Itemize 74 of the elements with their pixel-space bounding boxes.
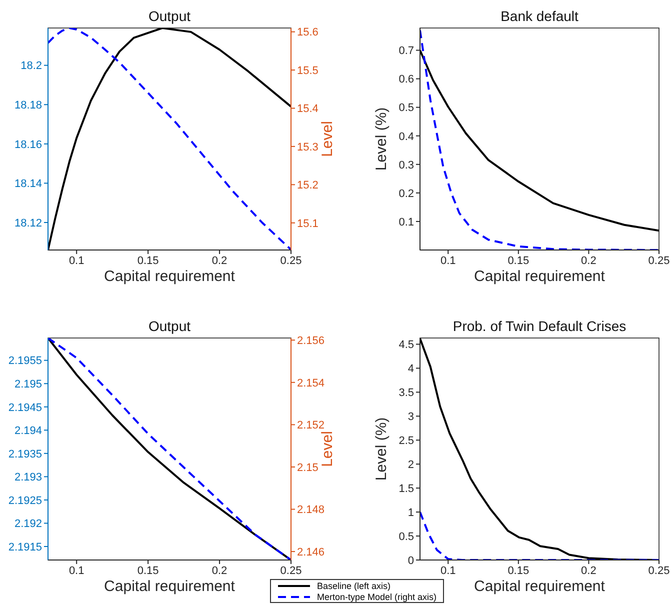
y-tick-label: 3	[408, 411, 414, 424]
y2-tick-label: 2.156	[297, 335, 325, 348]
y2-tick-label: 15.6	[297, 26, 318, 39]
y-tick-label: 2.1915	[8, 541, 42, 554]
y-tick-label: 0.6	[398, 74, 414, 86]
y-tick-label: 4	[408, 363, 414, 376]
y-tick-label: 2.1925	[8, 494, 42, 507]
y-tick-label: 18.16	[14, 138, 42, 151]
y-tick-label: 1.5	[398, 482, 414, 495]
legend-label: Merton-type Model (right axis)	[317, 592, 437, 602]
x-tick-label: 0.2	[581, 254, 596, 267]
x-tick-label: 0.2	[212, 254, 228, 267]
y-tick-label: 2	[408, 459, 414, 472]
y-axis-title: Level (%)	[373, 107, 391, 171]
y-tick-label: 18.14	[14, 178, 42, 190]
chart-title: Prob. of Twin Default Crises	[452, 318, 628, 334]
y-tick-label: 2.193	[14, 472, 42, 484]
y-tick-label: 18.18	[14, 100, 42, 112]
y2-tick-label: 15.4	[297, 103, 318, 116]
x-tick-label: 0.2	[212, 564, 228, 577]
y-tick-label: 2.195	[14, 378, 42, 391]
chart-title: Output	[147, 8, 192, 24]
y2-tick-label: 15.5	[297, 64, 318, 77]
y-tick-label: 2.5	[398, 435, 414, 448]
y-tick-label: 0	[408, 554, 414, 567]
x-tick-label: 0.2	[581, 564, 596, 577]
y2-tick-label: 15.1	[297, 218, 318, 230]
y-tick-label: 18.12	[14, 217, 42, 230]
chart-title: Output	[147, 318, 192, 334]
y2-tick-label: 2.154	[297, 377, 325, 390]
y-tick-label: 2.194	[14, 425, 42, 438]
x-tick-label: 0.15	[137, 564, 159, 577]
y-axis-title: Level (%)	[373, 417, 391, 481]
y-tick-label: 0.7	[398, 45, 414, 58]
x-tick-label: 0.25	[648, 254, 670, 267]
x-tick-label: 0.15	[137, 254, 159, 267]
x-tick-label: 0.25	[648, 564, 670, 577]
y2-axis-title: Level	[319, 121, 337, 157]
y2-tick-label: 15.3	[297, 141, 318, 154]
x-tick-label: 0.1	[68, 254, 84, 267]
x-axis-title: Capital requirement	[474, 578, 605, 595]
x-axis-title: Capital requirement	[103, 578, 236, 596]
line-series	[420, 49, 659, 232]
y2-tick-label: 2.148	[297, 504, 325, 516]
y2-axis-title: Level	[319, 431, 337, 467]
y-tick-label: 0.5	[398, 102, 414, 114]
y-tick-label: 0.4	[398, 130, 414, 143]
y-tick-label: 2.1955	[8, 355, 42, 368]
y-tick-label: 0.1	[398, 216, 414, 228]
x-tick-label: 0.25	[280, 254, 302, 267]
y-tick-label: 1	[408, 506, 414, 519]
x-tick-label: 0.15	[508, 564, 530, 577]
chart-title: Bank default	[500, 8, 580, 24]
x-tick-label: 0.15	[508, 254, 530, 267]
y-tick-label: 2.1935	[8, 448, 42, 460]
x-tick-label: 0.1	[68, 564, 84, 577]
y-tick-label: 0.5	[398, 530, 414, 543]
x-axis-title: Capital requirement	[473, 268, 606, 286]
y2-tick-label: 2.15	[297, 462, 318, 474]
x-tick-label: 0.1	[440, 254, 456, 267]
y-tick-label: 2.192	[14, 518, 42, 530]
x-tick-label: 0.25	[280, 564, 302, 577]
y-tick-label: 18.2	[20, 60, 42, 72]
y2-tick-label: 2.152	[297, 420, 325, 432]
y-tick-label: 0.2	[398, 188, 414, 200]
y2-tick-label: 2.146	[297, 546, 325, 558]
y-tick-label: 3.5	[398, 387, 414, 400]
legend-label: Baseline (left axis)	[317, 580, 391, 590]
x-tick-label: 0.1	[440, 564, 456, 577]
y2-tick-label: 15.2	[297, 180, 318, 192]
y-tick-label: 4.5	[398, 339, 414, 352]
y-tick-label: 0.3	[398, 159, 414, 172]
y-tick-label: 2.1945	[8, 402, 42, 414]
x-axis-title: Capital requirement	[103, 268, 236, 286]
